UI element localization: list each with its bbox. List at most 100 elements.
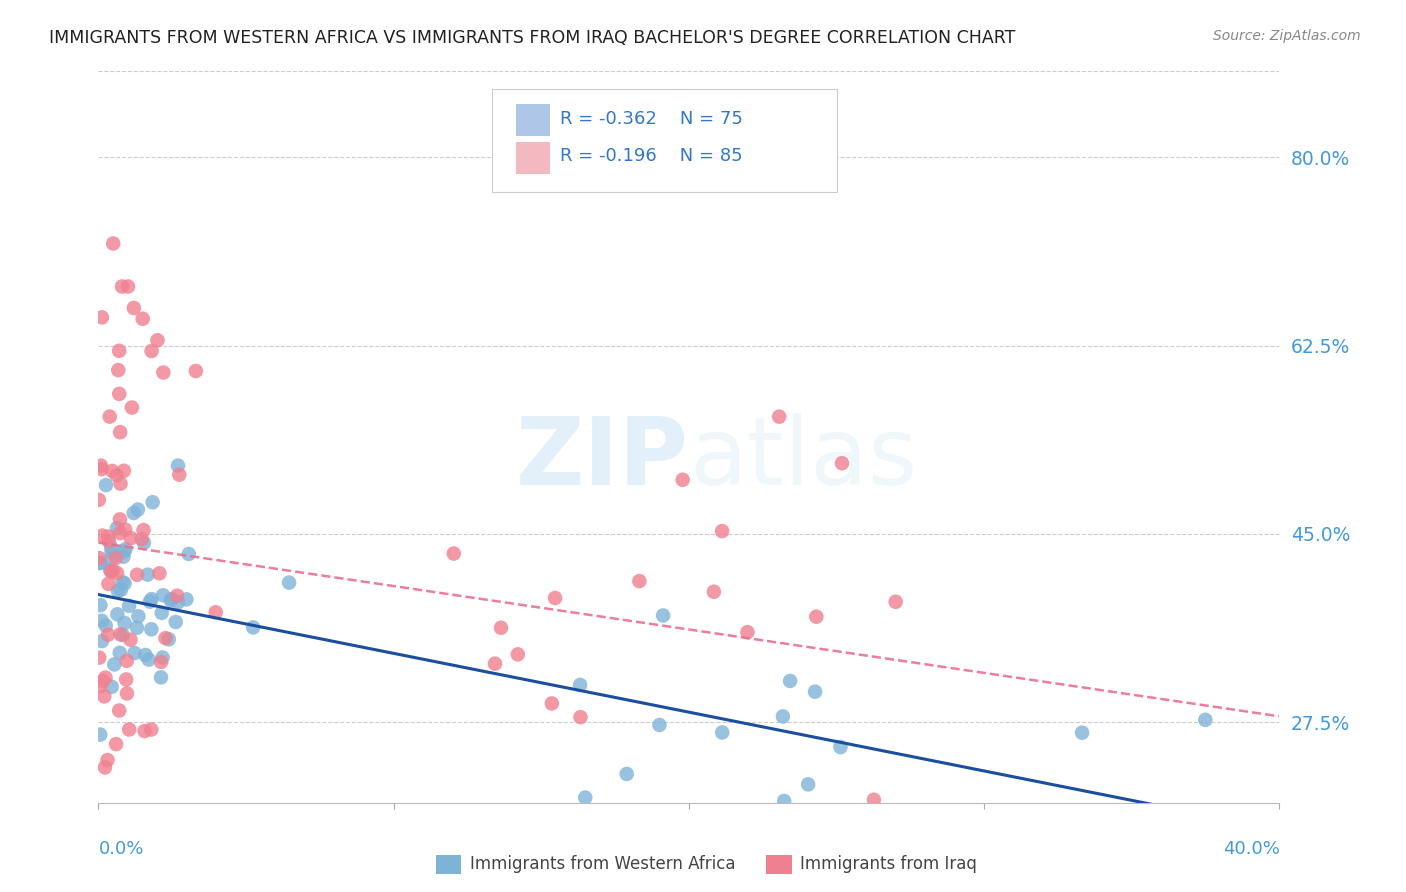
Point [127,567,149,582]
Point [165,615,187,629]
Point [122,506,145,520]
Point [793,817,815,831]
Point [1177,817,1199,831]
Point [97,530,120,544]
Point [806,609,828,624]
Point [103,805,125,820]
Point [115,673,138,687]
Point [1194,713,1216,727]
Point [132,311,155,326]
Point [110,476,132,491]
Point [108,704,131,718]
Point [139,594,162,608]
Point [685,817,707,831]
Point [90,458,112,473]
Point [87,492,110,507]
Point [737,625,759,640]
Point [1005,817,1028,831]
Point [143,808,166,822]
Point [103,236,125,251]
Point [112,549,135,564]
Point [94,671,117,685]
Point [125,621,148,635]
Point [94,478,117,492]
Point [278,575,301,590]
Point [830,740,852,755]
Point [107,583,129,598]
Point [93,690,115,704]
Point [150,670,173,684]
Point [112,464,135,478]
Point [96,753,118,767]
Point [616,767,638,781]
Point [141,592,163,607]
Point [100,551,122,566]
Point [157,632,180,647]
Point [863,793,886,807]
Point [114,615,136,630]
Point [114,523,136,537]
Point [141,723,163,737]
Point [1244,814,1267,828]
Point [489,621,512,635]
Point [114,542,136,557]
Point [167,595,190,609]
Point [132,523,155,537]
Point [797,777,820,791]
Point [703,584,725,599]
Point [108,512,131,526]
Point [121,401,143,415]
Point [152,366,174,380]
Point [105,468,128,483]
Point [108,526,131,541]
Point [97,534,120,549]
Point [112,544,135,558]
Point [138,652,160,666]
Point [804,684,827,698]
Point [574,790,596,805]
Point [90,462,112,476]
Point [89,556,111,570]
Point [166,589,188,603]
Text: R = -0.362    N = 75: R = -0.362 N = 75 [560,110,742,128]
Point [884,595,907,609]
Point [569,710,592,724]
Point [97,577,120,591]
Point [111,575,134,590]
Point [142,495,165,509]
Text: Source: ZipAtlas.com: Source: ZipAtlas.com [1213,29,1361,43]
Point [108,646,131,660]
Point [628,574,651,588]
Point [91,673,114,688]
Point [97,627,120,641]
Point [122,301,145,315]
Point [91,528,114,542]
Point [103,657,125,672]
Point [104,551,127,566]
Point [89,650,111,665]
Point [131,532,153,546]
Point [89,728,111,742]
Point [108,343,131,358]
Point [100,680,122,694]
Point [91,634,114,648]
Point [150,655,173,669]
Point [118,599,141,613]
Point [110,582,132,597]
Point [136,567,159,582]
Text: 0.0%: 0.0% [98,840,143,858]
Point [89,679,111,693]
Point [132,536,155,550]
Point [152,588,174,602]
Point [177,547,200,561]
Point [167,458,190,473]
Point [101,464,124,478]
Point [152,650,174,665]
Point [146,333,169,347]
Point [107,363,129,377]
Point [89,598,111,612]
Point [569,678,592,692]
Point [108,425,131,439]
Point [544,591,567,605]
Point [773,794,796,808]
